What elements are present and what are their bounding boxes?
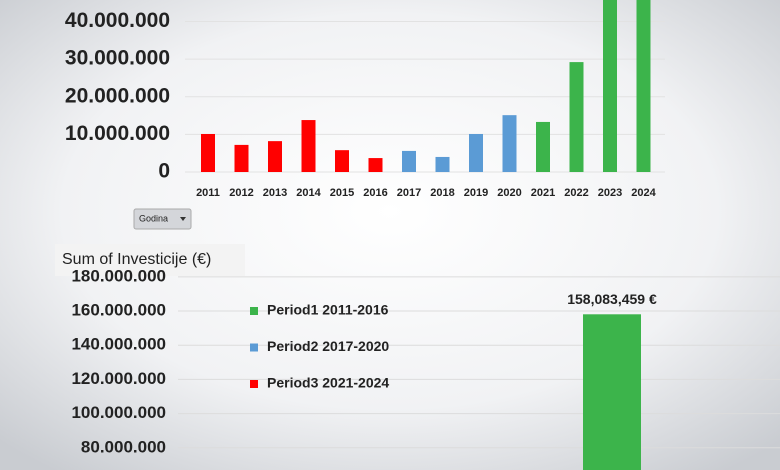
filter-button[interactable]: Godina	[133, 208, 192, 230]
x-tick-label: 2024	[631, 187, 656, 199]
bar	[469, 133, 483, 172]
bar	[368, 158, 383, 172]
bar	[335, 150, 349, 172]
x-tick-label: 2018	[430, 187, 454, 199]
bar	[268, 141, 282, 172]
legend-swatch	[250, 307, 258, 315]
bar	[583, 314, 641, 470]
bar	[569, 62, 584, 172]
y-tick-label: 10.000.000	[65, 122, 170, 145]
legend-swatch	[250, 343, 258, 352]
bar	[502, 115, 517, 172]
bar	[201, 133, 215, 172]
y-tick-label: 120.000.000	[71, 369, 166, 388]
x-tick-label: 2012	[229, 187, 253, 199]
x-tick-label: 2019	[464, 187, 488, 199]
bar	[536, 121, 550, 172]
x-tick-label: 2015	[330, 187, 354, 199]
legend-label: Period1 2011-2016	[267, 302, 389, 318]
bar	[402, 150, 416, 172]
y-tick-label: 180.000.000	[71, 266, 166, 285]
y-tick-label: 40.000.000	[65, 9, 170, 32]
filter-button-label[interactable]: Godina	[139, 213, 168, 223]
x-tick-label: 2021	[531, 187, 555, 199]
chart-title: Sum of Investicije (€)	[62, 251, 211, 268]
bars	[201, 0, 651, 172]
x-tick-label: 2022	[564, 187, 588, 199]
y-tick-label: 140.000.000	[71, 335, 166, 354]
y-tick-label: 0	[158, 160, 170, 183]
legend-swatch	[250, 380, 258, 388]
y-tick-label: 160.000.000	[71, 301, 166, 320]
y-tick-label: 100.000.000	[71, 403, 166, 422]
x-tick-label: 2016	[363, 187, 387, 199]
x-tick-label: 2011	[196, 187, 220, 199]
value-label: 158,083,459 €	[567, 291, 657, 307]
title-box	[55, 244, 245, 276]
legend-label: Period3 2021-2024	[267, 375, 389, 391]
y-tick-label: 30.000.000	[65, 47, 170, 70]
x-tick-label: 2013	[263, 187, 287, 199]
bars	[583, 314, 641, 470]
y-tick-label: 80.000.000	[81, 437, 166, 456]
legend-label: Period2 2017-2020	[267, 338, 389, 354]
x-tick-label: 2020	[497, 187, 521, 199]
x-tick-label: 2023	[598, 187, 622, 199]
bar	[603, 0, 617, 172]
bar	[234, 144, 249, 172]
bar	[435, 156, 450, 172]
x-tick-label: 2014	[296, 187, 321, 199]
bar	[636, 0, 651, 172]
dropdown-arrow[interactable]	[180, 217, 186, 221]
filter-button-box[interactable]	[133, 208, 192, 230]
bar	[301, 120, 316, 172]
y-tick-label: 20.000.000	[65, 84, 170, 107]
x-tick-label: 2017	[397, 187, 421, 199]
